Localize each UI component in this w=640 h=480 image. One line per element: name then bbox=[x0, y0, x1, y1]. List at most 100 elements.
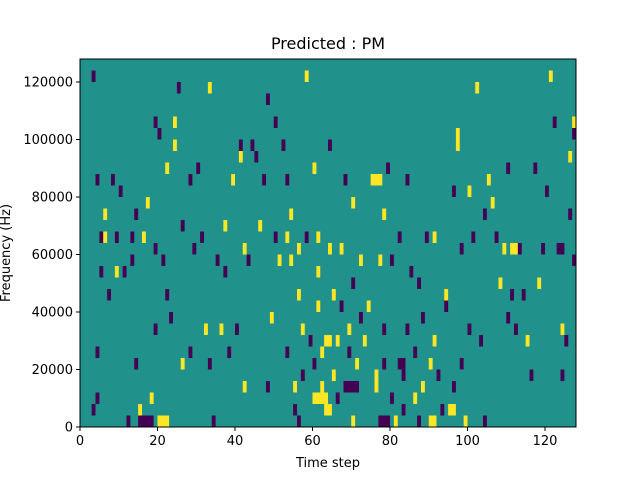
heatmap-cell bbox=[545, 185, 549, 197]
heatmap-cell bbox=[382, 358, 387, 370]
heatmap-cell bbox=[459, 358, 464, 370]
heatmap-cell bbox=[250, 139, 255, 151]
heatmap-cell bbox=[366, 300, 371, 312]
heatmap-cell bbox=[374, 369, 379, 381]
heatmap-cell bbox=[328, 243, 332, 255]
x-tick-label: 100 bbox=[455, 434, 480, 449]
heatmap-cell bbox=[111, 174, 115, 186]
heatmap-cell bbox=[444, 300, 449, 312]
heatmap-cell bbox=[285, 346, 290, 358]
heatmap-cell bbox=[277, 254, 282, 266]
heatmap-cell bbox=[312, 358, 317, 370]
heatmap-cell bbox=[188, 174, 193, 186]
heatmap-cell bbox=[529, 369, 534, 381]
y-tick-label: 20000 bbox=[32, 363, 73, 378]
heatmap-cell bbox=[91, 70, 96, 82]
heatmap-cell bbox=[455, 128, 460, 140]
heatmap-cell bbox=[359, 312, 363, 324]
heatmap-cell bbox=[130, 254, 135, 266]
heatmap-cell bbox=[424, 231, 429, 243]
heatmap-cell bbox=[359, 254, 363, 266]
heatmap-cell bbox=[126, 415, 131, 427]
heatmap-cell bbox=[413, 346, 418, 358]
heatmap-cell bbox=[393, 415, 398, 427]
heatmap-cell bbox=[316, 300, 321, 312]
y-tick-label: 0 bbox=[65, 421, 73, 436]
heatmap-cell bbox=[157, 128, 162, 140]
heatmap-cell bbox=[173, 116, 177, 128]
heatmap-cell bbox=[498, 277, 503, 289]
heatmap-cell bbox=[537, 277, 542, 289]
heatmap-cell bbox=[568, 151, 573, 163]
heatmap-cell bbox=[312, 392, 328, 404]
y-axis: 0 20000 40000 60000 80000 100000 120000 bbox=[23, 76, 80, 436]
heatmap-cell bbox=[149, 392, 154, 404]
heatmap-cell bbox=[386, 162, 391, 174]
heatmap-cell bbox=[227, 346, 232, 358]
x-axis: 0 20 40 60 80 100 120 bbox=[76, 427, 557, 449]
heatmap-cell bbox=[533, 162, 538, 174]
heatmap-cell bbox=[421, 312, 425, 324]
heatmap-cell bbox=[289, 208, 294, 220]
heatmap-cell bbox=[331, 369, 336, 381]
heatmap-cell bbox=[355, 358, 360, 370]
heatmap-cell bbox=[490, 197, 495, 209]
heatmap-cell bbox=[397, 231, 402, 243]
heatmap-cell bbox=[169, 312, 174, 324]
heatmap-cell bbox=[401, 369, 406, 381]
heatmap-cell bbox=[510, 289, 515, 301]
heatmap-cell bbox=[459, 243, 464, 255]
heatmap-cell bbox=[297, 243, 301, 255]
heatmap-cell bbox=[231, 174, 236, 186]
heatmap-cell bbox=[417, 277, 422, 289]
heatmap-cell bbox=[99, 231, 104, 243]
heatmap-cell bbox=[273, 231, 278, 243]
heatmap-cell bbox=[440, 404, 445, 416]
heatmap-cell bbox=[142, 231, 146, 243]
heatmap-cell bbox=[273, 116, 278, 128]
heatmap-cell bbox=[95, 346, 100, 358]
heatmap-cell bbox=[328, 139, 332, 151]
heatmap-cell bbox=[525, 335, 530, 347]
heatmap-cell bbox=[494, 231, 499, 243]
heatmap-cell bbox=[297, 289, 301, 301]
heatmap-cell bbox=[331, 289, 336, 301]
heatmap-cell bbox=[138, 404, 143, 416]
heatmap-cell bbox=[238, 139, 243, 151]
heatmap-cell bbox=[238, 151, 243, 163]
heatmap-cell bbox=[300, 323, 305, 335]
heatmap-cell bbox=[165, 162, 170, 174]
heatmap-cell bbox=[289, 254, 294, 266]
x-tick-label: 20 bbox=[149, 434, 166, 449]
heatmap-cell bbox=[572, 128, 577, 140]
heatmap-cell bbox=[304, 70, 309, 82]
heatmap-cell bbox=[134, 208, 139, 220]
y-axis-label: Frequency (Hz) bbox=[0, 204, 14, 302]
heatmap-cell bbox=[572, 254, 577, 266]
heatmap-cell bbox=[397, 358, 406, 370]
heatmap-cell bbox=[192, 243, 197, 255]
heatmap-cell bbox=[428, 415, 437, 427]
heatmap-cell bbox=[370, 174, 383, 186]
heatmap-cell bbox=[145, 197, 150, 209]
heatmap-cell bbox=[444, 289, 449, 301]
heatmap-cell bbox=[95, 174, 100, 186]
x-tick-label: 60 bbox=[304, 434, 321, 449]
heatmap-cell bbox=[521, 289, 526, 301]
heatmap-cell bbox=[343, 381, 359, 393]
heatmap-cell bbox=[262, 174, 267, 186]
heatmap-cell bbox=[266, 381, 270, 393]
heatmap-cell bbox=[405, 323, 410, 335]
heatmap-cell bbox=[300, 369, 305, 381]
heatmap-cell bbox=[161, 254, 166, 266]
heatmap-cell bbox=[188, 346, 193, 358]
heatmap-cell bbox=[204, 323, 208, 335]
heatmap-cell bbox=[339, 243, 344, 255]
heatmap-cell bbox=[479, 335, 484, 347]
heatmap-cell bbox=[242, 243, 247, 255]
heatmap-cell bbox=[347, 323, 352, 335]
heatmap-cell bbox=[568, 208, 573, 220]
heatmap-cell bbox=[374, 381, 379, 393]
heatmap-cell bbox=[463, 415, 468, 427]
heatmap-cell bbox=[153, 116, 158, 128]
